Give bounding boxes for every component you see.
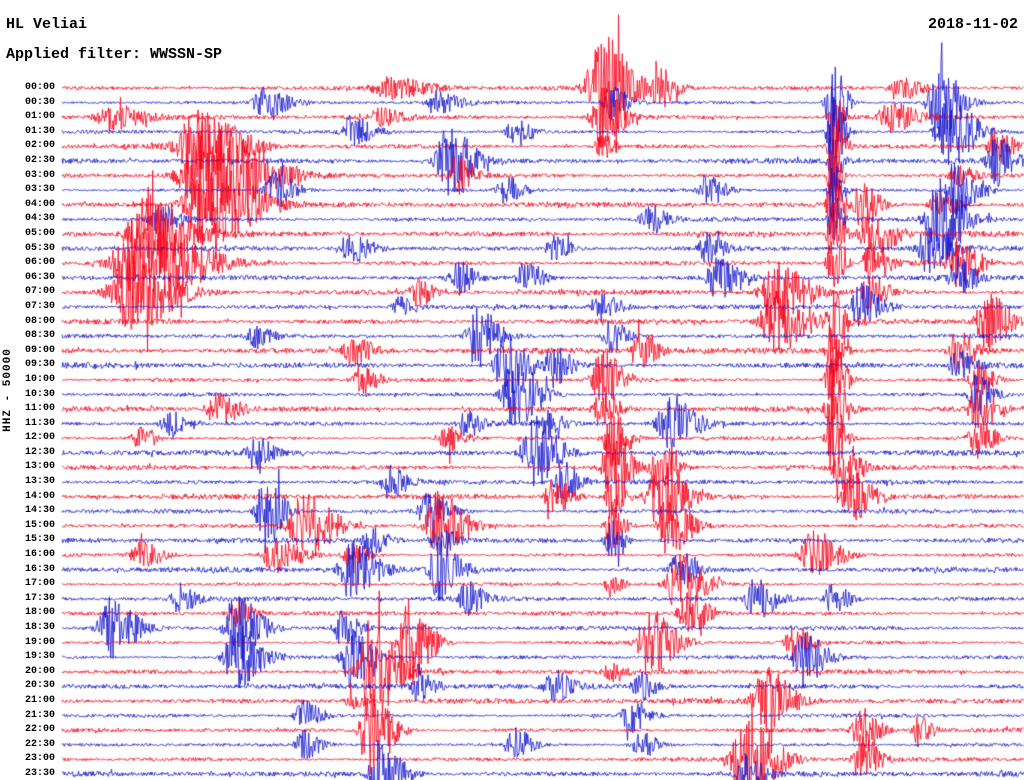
time-label: 08:00 [24, 315, 55, 327]
time-label: 21:00 [24, 695, 55, 707]
time-label: 15:30 [24, 534, 55, 546]
time-label: 02:00 [24, 140, 55, 152]
station-name: HL Veliai [6, 16, 88, 33]
time-label: 12:30 [24, 446, 55, 458]
filter-label: Applied filter: WWSSN-SP [6, 46, 223, 63]
time-label: 05:30 [24, 242, 55, 254]
time-label: 19:00 [24, 636, 55, 648]
time-label: 20:00 [24, 665, 55, 677]
time-label: 09:00 [24, 344, 55, 356]
time-label: 11:00 [24, 403, 55, 415]
time-label: 23:00 [24, 753, 55, 765]
time-label: 07:00 [24, 286, 55, 298]
date-label: 2018-11-02 [927, 16, 1018, 33]
time-label: 03:30 [24, 184, 55, 196]
time-label: 17:00 [24, 578, 55, 590]
time-label: 07:30 [24, 300, 55, 312]
time-label: 03:00 [24, 169, 55, 181]
time-label: 08:30 [24, 330, 55, 342]
time-label: 10:00 [24, 373, 55, 385]
time-label: 16:30 [24, 563, 55, 575]
time-label: 04:30 [24, 213, 55, 225]
time-label: 01:00 [24, 111, 55, 123]
time-label: 01:30 [24, 125, 55, 137]
time-label: 18:00 [24, 607, 55, 619]
time-label: 14:30 [24, 505, 55, 517]
time-label: 10:30 [24, 388, 55, 400]
time-label: 05:00 [24, 227, 55, 239]
time-label: 06:00 [24, 257, 55, 269]
time-label: 14:00 [24, 490, 55, 502]
time-label: 19:30 [24, 651, 55, 663]
time-label: 13:30 [24, 476, 55, 488]
time-label: 12:00 [24, 432, 55, 444]
time-label: 20:30 [24, 680, 55, 692]
time-label: 15:00 [24, 519, 55, 531]
time-label: 17:30 [24, 592, 55, 604]
time-label: 23:30 [24, 768, 55, 779]
time-label: 00:00 [24, 82, 55, 93]
time-label: 13:00 [24, 461, 55, 473]
time-label: 04:00 [24, 198, 55, 210]
time-label: 16:00 [24, 549, 55, 561]
time-label: 21:30 [24, 709, 55, 721]
time-label: 18:30 [24, 622, 55, 634]
time-label: 02:30 [24, 154, 55, 166]
time-label: 22:30 [24, 738, 55, 750]
time-labels: 00:00 00:30 01:00 01:30 02:00 02:30 03:00 03:30… [0, 0, 58, 780]
time-label: 22:00 [24, 724, 55, 736]
time-label: 06:30 [24, 271, 55, 283]
time-label: 11:30 [24, 417, 55, 429]
time-label: 09:30 [24, 359, 55, 371]
time-label: 00:30 [24, 96, 55, 108]
